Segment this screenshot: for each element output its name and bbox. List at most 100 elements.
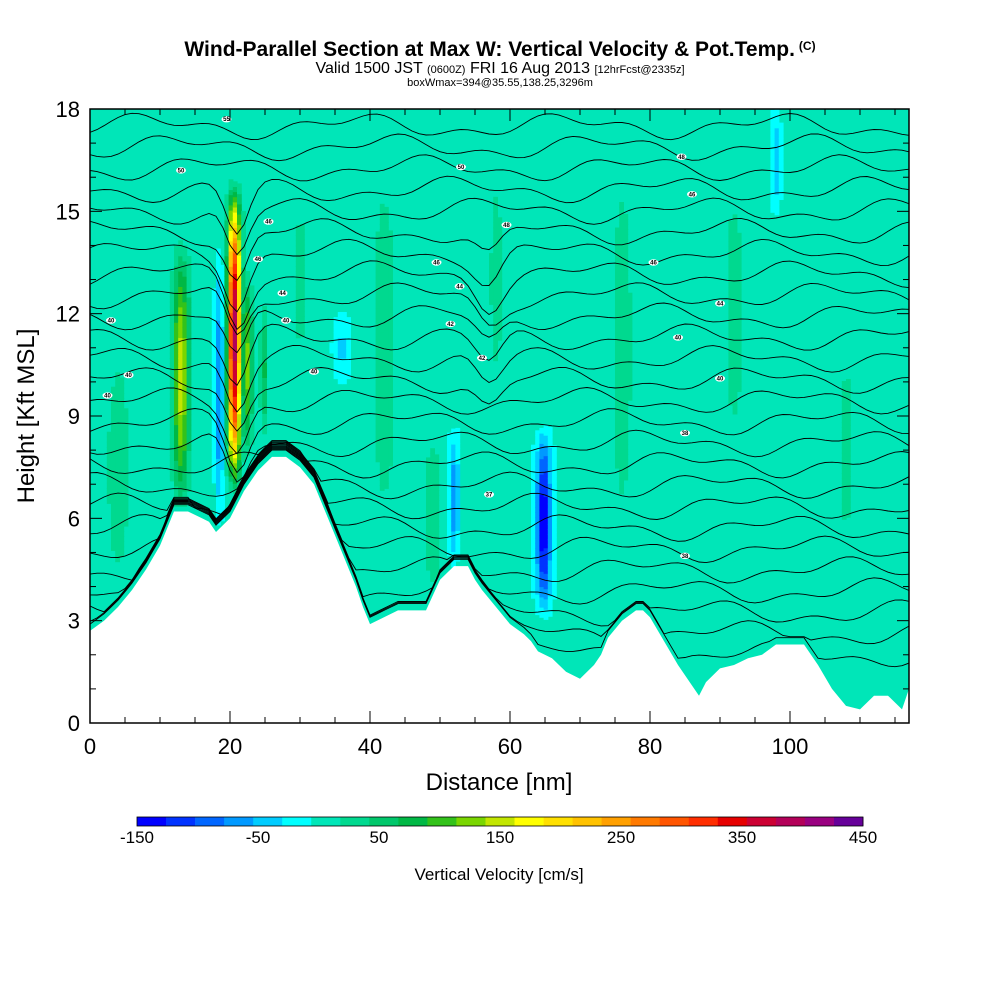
velocity-cell <box>388 363 393 370</box>
velocity-cell <box>174 388 179 395</box>
velocity-cell <box>770 155 776 162</box>
velocity-cell <box>846 430 851 436</box>
velocity-cell <box>174 373 179 380</box>
velocity-cell <box>216 320 221 326</box>
velocity-cell <box>543 440 549 446</box>
velocity-cell <box>337 373 343 380</box>
velocity-cell <box>539 545 545 552</box>
velocity-cell <box>736 340 742 346</box>
velocity-cell <box>728 394 734 401</box>
velocity-cell <box>627 384 633 391</box>
velocity-cell <box>531 500 536 507</box>
velocity-cell <box>119 418 125 425</box>
colorbar-tick-label: 50 <box>370 828 389 847</box>
velocity-cell <box>182 276 188 282</box>
velocity-cell <box>447 468 452 475</box>
velocity-cell <box>232 462 238 469</box>
velocity-cell <box>262 367 267 373</box>
velocity-cell <box>455 509 461 516</box>
velocity-cell <box>111 442 116 449</box>
velocity-cell <box>535 573 540 580</box>
velocity-cell <box>379 301 385 307</box>
velocity-cell <box>220 464 225 471</box>
velocity-cell <box>169 286 175 293</box>
velocity-cell <box>623 377 629 384</box>
isentrope-label-text: 42 <box>479 356 486 362</box>
velocity-cell <box>535 471 540 477</box>
velocity-cell <box>384 375 389 382</box>
velocity-cell <box>846 496 851 503</box>
isentrope-label: 46 <box>263 218 274 226</box>
velocity-cell <box>375 436 381 442</box>
velocity-cell <box>123 485 129 491</box>
velocity-cell <box>493 294 498 300</box>
velocity-cell <box>615 294 620 300</box>
velocity-cell <box>258 340 263 347</box>
velocity-cell <box>232 329 238 336</box>
velocity-cell <box>241 415 246 422</box>
velocity-cell <box>447 519 452 526</box>
velocity-cell <box>115 520 120 527</box>
velocity-cell <box>728 317 734 324</box>
velocity-cell <box>224 271 230 277</box>
velocity-cell <box>732 332 738 338</box>
velocity-cell <box>232 467 238 474</box>
velocity-cell <box>375 323 381 330</box>
velocity-cell <box>774 178 780 185</box>
velocity-cell <box>169 363 175 369</box>
velocity-cell <box>237 321 242 328</box>
velocity-cell <box>186 409 192 416</box>
velocity-cell <box>375 456 381 463</box>
velocity-cell <box>119 520 125 527</box>
velocity-cell <box>342 312 347 318</box>
velocity-cell <box>535 594 540 600</box>
velocity-cell <box>211 406 217 412</box>
velocity-cell <box>228 261 234 267</box>
velocity-cell <box>430 530 435 536</box>
velocity-cell <box>384 212 389 218</box>
velocity-cell <box>178 439 183 446</box>
velocity-cell <box>220 490 225 496</box>
velocity-cell <box>384 442 389 448</box>
velocity-cell <box>216 325 221 331</box>
velocity-cell <box>543 573 549 579</box>
velocity-cell <box>379 280 385 287</box>
velocity-cell <box>178 352 183 359</box>
velocity-cell <box>619 442 624 449</box>
velocity-cell <box>375 395 381 401</box>
isentrope-label-text: 50 <box>178 168 185 174</box>
velocity-cell <box>220 397 225 404</box>
velocity-cell <box>615 442 620 449</box>
velocity-cell <box>384 370 389 377</box>
velocity-cell <box>220 270 225 276</box>
velocity-cell <box>216 504 221 510</box>
velocity-cell <box>232 252 238 259</box>
velocity-cell <box>497 278 503 285</box>
velocity-cell <box>615 304 620 310</box>
velocity-cell <box>736 273 742 280</box>
velocity-cell <box>178 286 183 293</box>
isentrope-label-text: 38 <box>682 554 689 560</box>
velocity-cell <box>228 307 234 313</box>
velocity-cell <box>547 544 553 551</box>
velocity-cell <box>123 469 129 476</box>
velocity-cell <box>228 378 234 385</box>
velocity-cell <box>333 347 339 354</box>
velocity-cell <box>220 336 225 343</box>
velocity-cell <box>728 277 734 283</box>
velocity-cell <box>216 463 221 470</box>
velocity-cell <box>224 199 230 206</box>
velocity-cell <box>228 220 234 226</box>
velocity-cell <box>623 393 629 399</box>
velocity-cell <box>169 470 175 477</box>
velocity-cell <box>455 433 461 439</box>
velocity-cell <box>300 239 305 246</box>
velocity-cell <box>186 353 192 359</box>
plot-area: 4040405055464644404046444250484237464846… <box>90 109 909 723</box>
velocity-cell <box>489 253 494 259</box>
velocity-cell <box>539 453 545 460</box>
velocity-cell <box>237 408 242 415</box>
isentrope-label-text: 40 <box>108 318 115 324</box>
velocity-cell <box>778 178 784 185</box>
velocity-cell <box>841 411 847 418</box>
